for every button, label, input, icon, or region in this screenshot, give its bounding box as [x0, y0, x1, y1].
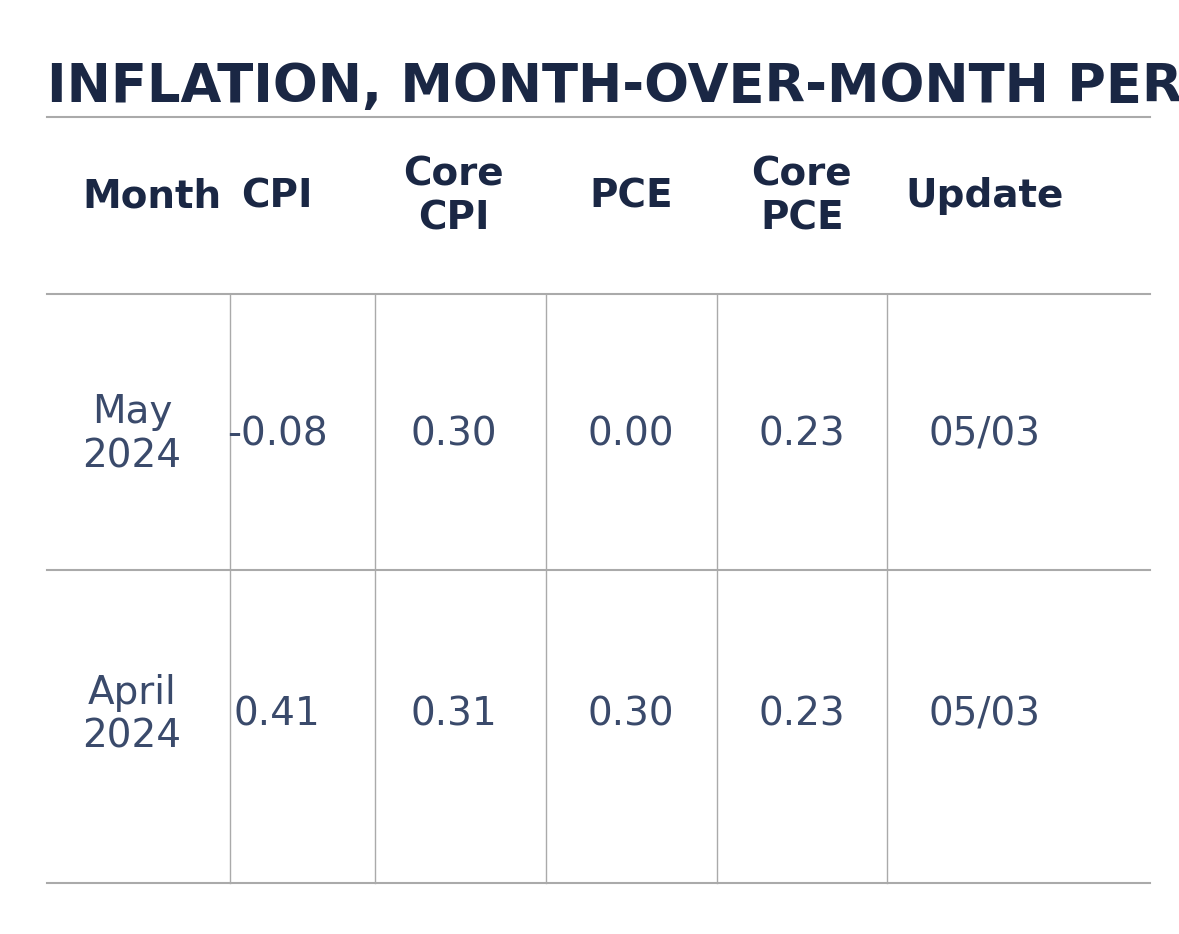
Text: Update: Update [905, 177, 1063, 215]
Text: 0.30: 0.30 [410, 416, 498, 453]
Text: 0.23: 0.23 [758, 416, 845, 453]
Text: 0.23: 0.23 [758, 696, 845, 733]
Text: Core
CPI: Core CPI [403, 155, 505, 237]
Text: -0.08: -0.08 [226, 416, 328, 453]
Text: April
2024: April 2024 [83, 673, 182, 756]
Text: May
2024: May 2024 [83, 393, 182, 475]
Text: CPI: CPI [242, 177, 312, 215]
Text: 0.00: 0.00 [587, 416, 674, 453]
Text: 05/03: 05/03 [929, 416, 1040, 453]
Text: 05/03: 05/03 [929, 696, 1040, 733]
Text: Core
PCE: Core PCE [751, 155, 852, 237]
Text: Month: Month [83, 177, 222, 215]
Text: 0.41: 0.41 [233, 696, 321, 733]
Text: 0.30: 0.30 [587, 696, 674, 733]
Text: 0.31: 0.31 [410, 696, 498, 733]
Text: INFLATION, MONTH-OVER-MONTH PERCENT CHAN: INFLATION, MONTH-OVER-MONTH PERCENT CHAN [47, 61, 1179, 113]
Text: PCE: PCE [590, 177, 672, 215]
